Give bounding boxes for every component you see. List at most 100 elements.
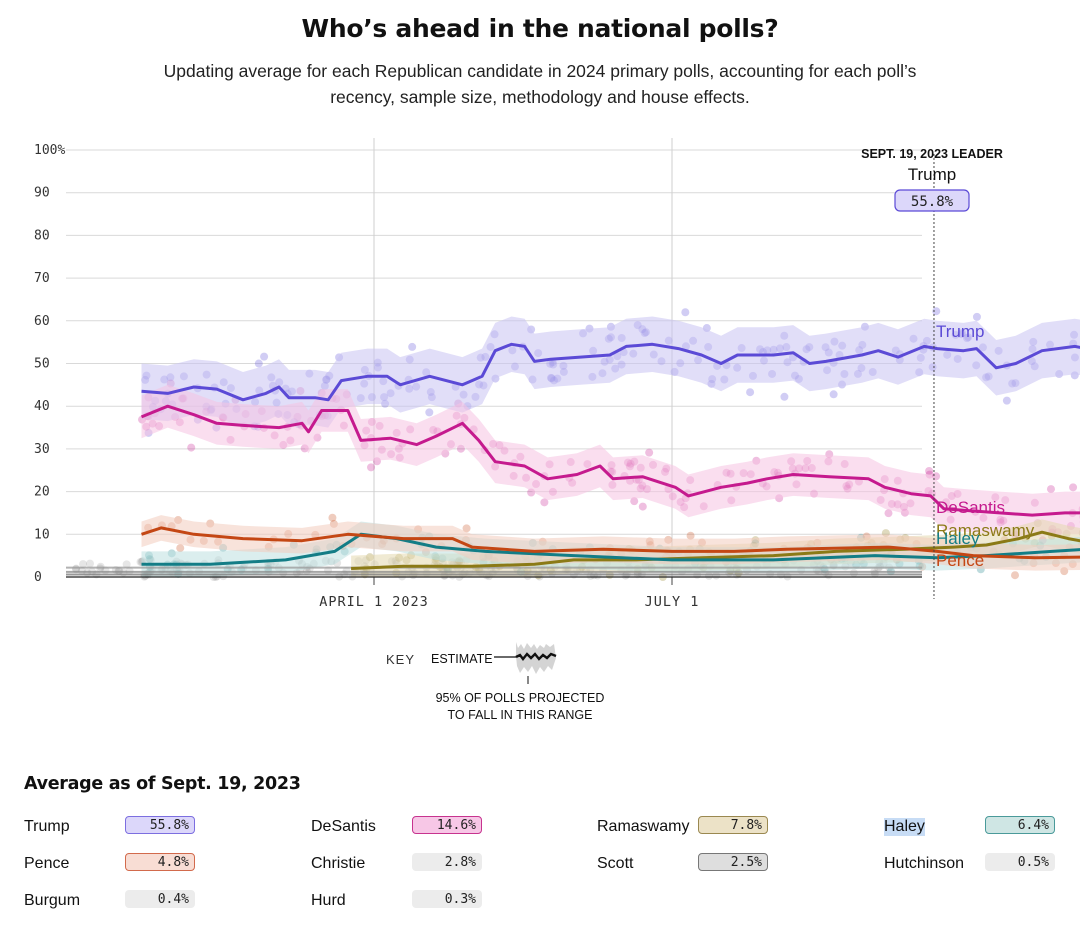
poll-dot-trump [425, 408, 434, 417]
candidate-name: Trump [24, 818, 70, 835]
y-tick-label: 50 [34, 357, 50, 372]
poll-dot-trump [829, 390, 838, 399]
poll-dot-trump [780, 392, 789, 401]
estimate-lines [66, 342, 1080, 576]
average-item-trump: Trump 55.8% [24, 814, 314, 844]
average-item-hutchinson: Hutchinson 0.5% [884, 851, 1080, 881]
y-tick-label: 30 [34, 442, 50, 457]
poll-dot-trump [972, 312, 981, 321]
poll-dot-desantis [1069, 483, 1078, 492]
axes: 100% 90 80 70 60 50 40 30 20 10 0 APRIL 1 2023 JULY … [34, 143, 935, 610]
band-trump [141, 316, 1080, 428]
average-badge: 4.8% [125, 853, 195, 871]
poll-dot-desantis [456, 444, 465, 453]
candidate-name: Hutchinson [884, 855, 965, 872]
line-haley [141, 532, 1080, 566]
poll-dot-trump [932, 307, 941, 316]
candidate-name: Christie [311, 855, 366, 872]
poll-dot-pence [176, 544, 185, 553]
key-label: KEY [386, 652, 416, 667]
candidate-name: DeSantis [311, 818, 376, 835]
poll-dot [122, 560, 131, 569]
series-label-trump: Trump [936, 322, 985, 341]
line-ramaswamy [351, 530, 1080, 570]
average-badge: 14.6% [412, 816, 482, 834]
poll-dot [79, 560, 88, 569]
leader-value-badge [894, 189, 970, 212]
y-tick-label: 40 [34, 399, 50, 414]
poll-dot [85, 559, 94, 568]
average-badge: 0.3% [412, 890, 482, 908]
average-item-desantis: DeSantis 14.6% [311, 814, 601, 844]
leader-name: Trump [908, 165, 957, 184]
candidate-name: Haley [884, 818, 925, 836]
key-estimate-label: ESTIMATE [431, 652, 493, 666]
y-tick-label: 80 [34, 228, 50, 243]
leader-heading: SEPT. 19, 2023 LEADER [861, 147, 1003, 161]
poll-dot-desantis [925, 466, 934, 475]
candidate-name: Scott [597, 855, 634, 872]
poll-dot [849, 569, 858, 578]
poll-dot-pence [686, 531, 695, 540]
series-label-haley: Haley [936, 529, 980, 548]
poll-dot-desantis [884, 509, 893, 518]
candidate-name: Ramaswamy [597, 818, 690, 835]
poll-dot-trump [681, 308, 690, 317]
series-label-desantis: DeSantis [936, 498, 1005, 517]
poll-dot-trump [408, 342, 417, 351]
poll-dot-desantis [630, 497, 639, 506]
line-desantis [140, 404, 1080, 517]
average-item-christie: Christie 2.8% [311, 851, 601, 881]
leader-value: 55.8% [911, 194, 954, 210]
average-item-haley: Haley 6.4% [884, 814, 1080, 844]
poll-dot-trump [1002, 396, 1011, 405]
poll-dot-trump [254, 359, 263, 368]
candidate-name: Hurd [311, 892, 346, 909]
poll-dot-desantis [540, 498, 549, 507]
average-badge: 2.8% [412, 853, 482, 871]
series-label-ramaswamy: Ramaswamy [936, 521, 1035, 540]
poll-dot-trump [746, 388, 755, 397]
y-tick-label: 10 [34, 527, 50, 542]
x-tick-label: JULY 1 [645, 594, 700, 610]
average-item-pence: Pence 4.8% [24, 851, 314, 881]
leader-callout: SEPT. 19, 2023 LEADER Trump 55.8% [861, 147, 1003, 212]
y-tick-label: 20 [34, 485, 50, 500]
average-item-scott: Scott 2.5% [597, 851, 887, 881]
key-range-line-1: 95% OF POLLS PROJECTED [435, 691, 605, 705]
poll-dot-trump [260, 352, 269, 361]
key-range-line-2: TO FALL IN THIS RANGE [447, 708, 593, 722]
average-item-hurd: Hurd 0.3% [311, 888, 601, 918]
key-estimate-icon [494, 642, 557, 684]
x-tick-label: APRIL 1 2023 [319, 594, 429, 610]
band-desantis [141, 384, 1080, 537]
series-label-pence: Pence [936, 551, 984, 570]
poll-dot-pence [328, 513, 337, 522]
average-item-burgum: Burgum 0.4% [24, 888, 314, 918]
poll-dot-desantis [187, 443, 196, 452]
poll-dot-desantis [367, 463, 376, 472]
average-badge: 7.8% [698, 816, 768, 834]
y-tick-label: 90 [34, 186, 50, 201]
y-tick-label: 60 [34, 314, 50, 329]
average-item-ramaswamy: Ramaswamy 7.8% [597, 814, 887, 844]
poll-dot-pence [462, 524, 471, 533]
poll-dot-desantis [645, 448, 654, 457]
y-tick-label: 100% [34, 143, 65, 158]
poll-dot [704, 571, 713, 580]
candidate-name: Burgum [24, 892, 81, 909]
key-range-label: 95% OF POLLS PROJECTED TO FALL IN THIS R… [420, 690, 620, 724]
average-badge: 0.4% [125, 890, 195, 908]
average-badge: 55.8% [125, 816, 195, 834]
y-tick-label: 0 [34, 570, 42, 585]
average-badge: 0.5% [985, 853, 1055, 871]
chart-title: Who’s ahead in the national polls? [301, 14, 779, 43]
line-trump [141, 342, 1080, 402]
average-badge: 6.4% [985, 816, 1055, 834]
candidate-name: Pence [24, 855, 70, 872]
poll-dot-desantis [638, 502, 647, 511]
y-tick-label: 70 [34, 271, 50, 286]
line-pence [141, 526, 1080, 560]
